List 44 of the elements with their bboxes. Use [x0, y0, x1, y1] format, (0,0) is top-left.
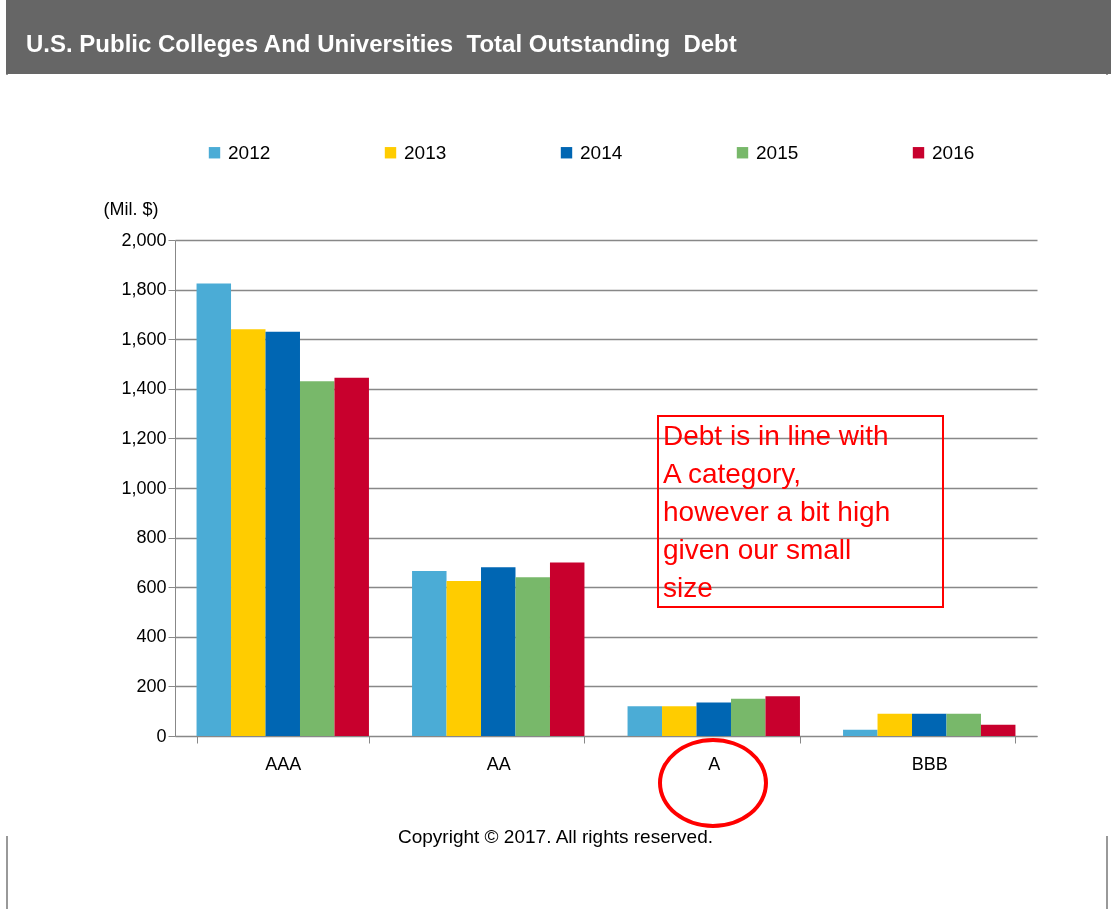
- x-tick-label: BBB: [911, 753, 948, 774]
- bar: [627, 706, 663, 736]
- bar: [662, 706, 697, 736]
- bar: [515, 577, 550, 736]
- bar: [481, 567, 516, 736]
- bar: [231, 329, 266, 736]
- bar: [877, 713, 913, 736]
- y-tick-label: 800: [136, 527, 167, 548]
- y-tick-label: 1,400: [121, 378, 167, 399]
- y-tick-label: 1,800: [121, 279, 167, 300]
- bar: [765, 696, 800, 736]
- legend-label: 2012: [228, 141, 271, 163]
- legend-label: 2014: [580, 141, 623, 163]
- y-tick-label: 1,000: [121, 477, 167, 498]
- legend-label: 2015: [756, 141, 799, 163]
- bar: [196, 283, 232, 736]
- y-tick-label: 0: [156, 725, 167, 746]
- bar: [334, 377, 369, 736]
- annotation: Debt is in line with A category, however a bit high given our small size: [657, 415, 944, 608]
- bar: [843, 729, 878, 736]
- bar: [446, 581, 482, 736]
- y-tick-label: 1,200: [121, 427, 167, 448]
- x-tick-label: AA: [486, 753, 511, 774]
- text: Copyright © 2017. All rights reserved.: [397, 826, 714, 848]
- y-tick-label: 400: [136, 626, 167, 647]
- bar: [412, 571, 447, 736]
- bar: [980, 724, 1016, 736]
- x-tick-label: AAA: [265, 753, 302, 774]
- y-tick-label: 200: [136, 675, 167, 696]
- y-axis-title: (Mil. $): [103, 198, 159, 219]
- x-tick-label: A: [708, 753, 721, 774]
- legend-label: 2016: [932, 141, 975, 163]
- y-tick-label: 1,600: [121, 328, 167, 349]
- legend-label: 2013: [404, 141, 447, 163]
- chart-title: U.S. Public Colleges And Universities Total Outstanding Debt: [6, 0, 1111, 74]
- bar: [299, 381, 335, 736]
- y-tick-label: 2,000: [121, 229, 167, 250]
- bar: [730, 698, 766, 736]
- bar: [946, 713, 981, 736]
- bar: [265, 331, 300, 736]
- y-tick-label: 600: [136, 576, 167, 597]
- bar: [549, 562, 585, 736]
- bar: [912, 713, 947, 736]
- bar: [696, 702, 731, 736]
